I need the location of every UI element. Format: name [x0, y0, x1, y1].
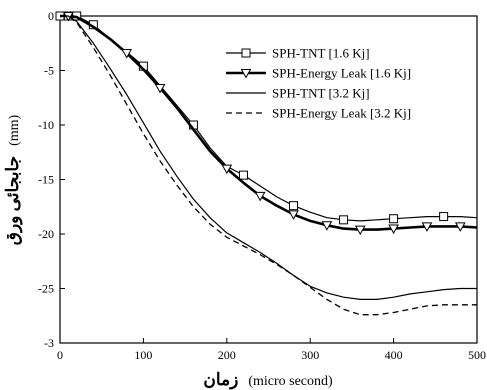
- y-axis-title-unit: (mm): [7, 114, 22, 145]
- legend: SPH-TNT [1.6 Kj] SPH-Energy Leak [1.6 Kj]…: [226, 46, 411, 121]
- series-1-marker: [439, 212, 449, 222]
- legend-label-4: SPH-Energy Leak [3.2 Kj]: [272, 106, 411, 121]
- series-2-marker: [221, 164, 233, 175]
- x-tick-label: 400: [385, 348, 403, 362]
- series-2-marker: [388, 224, 399, 235]
- series-1-marker: [389, 214, 399, 224]
- series-line-4: [60, 15, 477, 316]
- x-axis-title-fa: زمان: [203, 370, 238, 390]
- axis-ticks: 0 100 200 300 400 500 0 -5 -10 -15 -20 -25 -3: [38, 9, 486, 362]
- x-tick-label: 0: [57, 348, 63, 362]
- y-tick-label: -3: [44, 336, 54, 350]
- series-2-marker: [121, 49, 133, 59]
- legend-label-3: SPH-TNT [3.2 Kj]: [272, 86, 370, 101]
- x-tick-label: 200: [218, 348, 236, 362]
- y-axis-title-fa: جابجائی ورق: [3, 156, 23, 245]
- y-tick-label: -20: [38, 227, 54, 241]
- legend-marker-1: [241, 48, 251, 58]
- y-tick-label: 0: [48, 9, 54, 23]
- series-2-marker: [254, 191, 266, 202]
- x-axis-title: زمان (micro second): [203, 370, 333, 390]
- series-1-marker: [289, 201, 299, 211]
- x-tick-label: 100: [134, 348, 152, 362]
- y-tick-label: -25: [38, 282, 54, 296]
- legend-marker-2: [240, 69, 252, 79]
- y-tick-label: -5: [44, 64, 54, 78]
- series-line-1: [60, 15, 478, 222]
- y-tick-label: -15: [38, 173, 54, 187]
- x-tick-label: 300: [301, 348, 319, 362]
- series-2-marker: [288, 210, 299, 220]
- series-2-marker: [454, 222, 466, 232]
- series-1-marker: [339, 215, 349, 225]
- series-2-marker: [354, 225, 366, 236]
- legend-label-2: SPH-Energy Leak [1.6 Kj]: [272, 66, 411, 81]
- legend-label-1: SPH-TNT [1.6 Kj]: [272, 46, 370, 61]
- x-axis-title-unit: (micro second): [248, 374, 333, 389]
- series-2-marker: [154, 83, 166, 94]
- series-1-marker: [238, 170, 248, 180]
- series-2-marker: [321, 221, 333, 231]
- x-tick-label: 500: [468, 348, 486, 362]
- y-axis-title: جابجائی ورق (mm): [3, 114, 23, 245]
- y-tick-label: -10: [38, 118, 54, 132]
- series-layer: [55, 11, 478, 316]
- series-2-marker: [421, 222, 433, 232]
- series-line-2: [60, 14, 478, 231]
- series-line-3: [60, 15, 477, 300]
